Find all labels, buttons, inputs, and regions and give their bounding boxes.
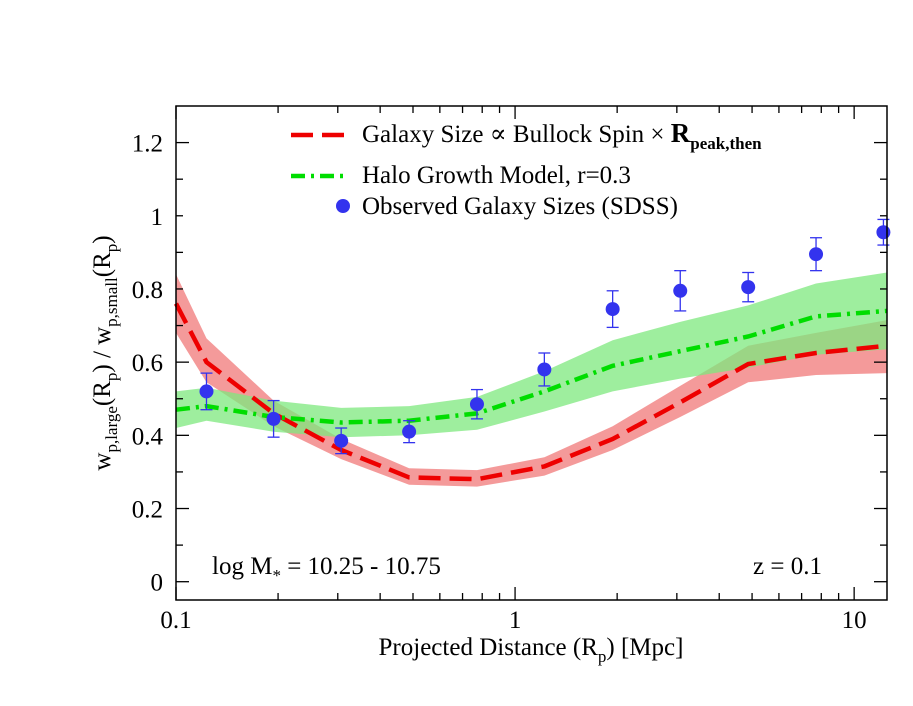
plot-frame — [175, 105, 888, 601]
x-tick-label: 10 — [842, 607, 867, 634]
line-dash-dot-1 — [175, 308, 888, 425]
legend-label-halo-growth: Halo Growth Model, r=0.3 — [362, 162, 631, 189]
stellar-mass-annotation: log M* = 10.25 - 10.75 — [212, 553, 441, 585]
band-series-0 — [176, 274, 887, 487]
legend-label-observed: Observed Galaxy Sizes (SDSS) — [362, 193, 678, 220]
y-tick-label: 0 — [151, 570, 164, 597]
band-series-1 — [176, 272, 887, 438]
legend-label-bullock: Galaxy Size ∝ Bullock Spin × Rpeak,then — [362, 118, 762, 153]
data-point — [673, 283, 688, 298]
data-point — [469, 397, 484, 412]
y-tick-label: 0.6 — [132, 350, 163, 377]
observed-points — [199, 218, 891, 455]
legend-marker-observed — [336, 199, 350, 213]
data-point — [266, 411, 281, 426]
data-point — [199, 384, 214, 399]
model-lines — [174, 302, 888, 482]
x-axis-label: Projected Distance (Rp) [Mpc] — [379, 634, 684, 666]
y-tick-label: 1.2 — [132, 131, 163, 158]
y-axis-label: wp,large(Rp) / wp,small(Rp) — [89, 235, 121, 470]
axis-ticks — [175, 106, 887, 600]
x-tick-label: 0.1 — [160, 607, 191, 634]
data-point — [741, 280, 756, 295]
data-point — [809, 247, 824, 262]
uncertainty-bands — [176, 272, 887, 487]
y-tick-label: 0.2 — [132, 497, 163, 524]
data-point — [334, 433, 349, 448]
data-point — [537, 362, 552, 377]
legend: Galaxy Size ∝ Bullock Spin × Rpeak,then … — [291, 118, 762, 220]
y-tick-label: 0.4 — [132, 423, 164, 450]
tick-labels: 0 0.2 0.4 0.6 0.8 1 1.2 0.1 1 10 — [132, 131, 867, 634]
y-tick-label: 0.8 — [132, 277, 163, 304]
data-point — [605, 302, 620, 317]
y-tick-label: 1 — [151, 204, 164, 231]
data-point — [402, 424, 417, 439]
redshift-annotation: z = 0.1 — [753, 553, 822, 580]
data-point — [876, 225, 891, 240]
line-dashed-0 — [174, 302, 888, 482]
x-tick-label: 1 — [509, 607, 522, 634]
